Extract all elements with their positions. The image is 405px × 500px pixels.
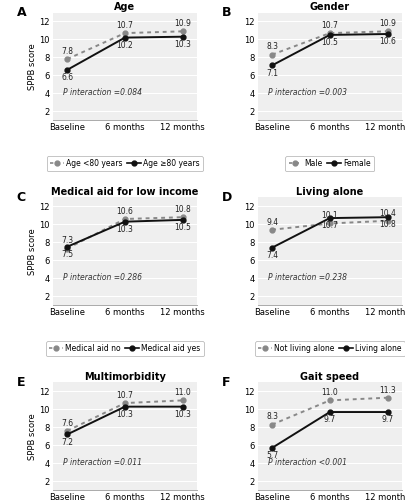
- Text: 10.2: 10.2: [116, 40, 133, 50]
- Title: Gait speed: Gait speed: [300, 372, 358, 382]
- Legend: Male, Female: Male, Female: [285, 156, 373, 171]
- Text: 11.3: 11.3: [378, 386, 395, 394]
- Text: P interaction <0.001: P interaction <0.001: [267, 458, 346, 466]
- Text: 10.5: 10.5: [174, 223, 191, 232]
- Text: 7.6: 7.6: [61, 418, 73, 428]
- Text: 10.3: 10.3: [174, 410, 191, 419]
- Text: 10.7: 10.7: [116, 21, 133, 30]
- Text: 7.8: 7.8: [61, 47, 73, 56]
- Legend: Not living alone, Living alone: Not living alone, Living alone: [254, 341, 404, 356]
- Text: 6.6: 6.6: [61, 73, 73, 82]
- Text: B: B: [221, 6, 230, 19]
- Text: 9.4: 9.4: [265, 218, 277, 226]
- Text: 9.7: 9.7: [381, 415, 392, 424]
- Text: P interaction =0.084: P interaction =0.084: [63, 88, 141, 96]
- Text: 10.7: 10.7: [321, 221, 337, 230]
- Title: Medical aid for low income: Medical aid for low income: [51, 186, 198, 196]
- Y-axis label: SPPB score: SPPB score: [28, 413, 36, 460]
- Text: 10.7: 10.7: [321, 21, 337, 30]
- Text: E: E: [17, 376, 25, 389]
- Text: 10.3: 10.3: [116, 225, 133, 234]
- Legend: Age <80 years, Age ≥80 years: Age <80 years, Age ≥80 years: [47, 156, 202, 171]
- Text: 10.8: 10.8: [174, 205, 190, 214]
- Text: A: A: [17, 6, 26, 19]
- Text: 5.7: 5.7: [265, 451, 277, 460]
- Text: 10.9: 10.9: [378, 19, 395, 28]
- Text: C: C: [17, 191, 26, 204]
- Text: 10.9: 10.9: [174, 19, 191, 28]
- Title: Age: Age: [114, 2, 135, 12]
- Text: 10.6: 10.6: [378, 37, 395, 46]
- Text: P interaction =0.286: P interaction =0.286: [63, 272, 141, 281]
- Text: 10.8: 10.8: [378, 220, 395, 230]
- Legend: Medical aid no, Medical aid yes: Medical aid no, Medical aid yes: [46, 341, 203, 356]
- Text: 10.1: 10.1: [321, 212, 337, 220]
- Text: 10.4: 10.4: [378, 208, 395, 218]
- Text: 7.1: 7.1: [265, 68, 277, 78]
- Text: 10.6: 10.6: [116, 207, 133, 216]
- Text: D: D: [221, 191, 231, 204]
- Text: 9.7: 9.7: [323, 415, 335, 424]
- Text: 7.3: 7.3: [61, 236, 73, 246]
- Text: 7.4: 7.4: [265, 251, 277, 260]
- Text: 8.3: 8.3: [265, 412, 277, 422]
- Text: 10.7: 10.7: [116, 391, 133, 400]
- Text: F: F: [221, 376, 230, 389]
- Text: 7.5: 7.5: [61, 250, 73, 259]
- Title: Gender: Gender: [309, 2, 349, 12]
- Y-axis label: SPPB score: SPPB score: [28, 228, 36, 274]
- Text: 10.5: 10.5: [321, 38, 337, 47]
- Y-axis label: SPPB score: SPPB score: [28, 43, 36, 90]
- Text: 10.3: 10.3: [116, 410, 133, 419]
- Text: P interaction =0.011: P interaction =0.011: [63, 458, 141, 466]
- Text: P interaction =0.003: P interaction =0.003: [267, 88, 346, 96]
- Text: 7.2: 7.2: [61, 438, 73, 446]
- Title: Living alone: Living alone: [295, 186, 362, 196]
- Text: 11.0: 11.0: [174, 388, 190, 397]
- Text: 8.3: 8.3: [265, 42, 277, 51]
- Text: P interaction =0.238: P interaction =0.238: [267, 272, 346, 281]
- Title: Multimorbidity: Multimorbidity: [84, 372, 166, 382]
- Text: 10.3: 10.3: [174, 40, 191, 49]
- Text: 11.0: 11.0: [321, 388, 337, 397]
